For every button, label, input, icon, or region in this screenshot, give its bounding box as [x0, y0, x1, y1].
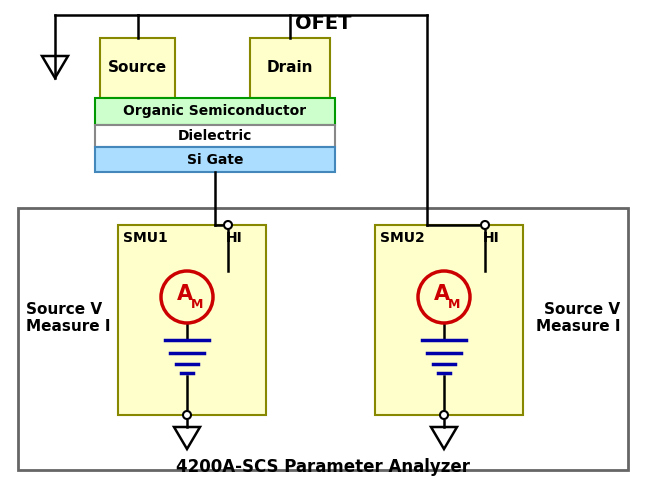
- Text: HI: HI: [226, 231, 243, 245]
- Text: 4200A-SCS Parameter Analyzer: 4200A-SCS Parameter Analyzer: [176, 458, 470, 476]
- Text: Source V
Measure I: Source V Measure I: [535, 302, 620, 334]
- FancyBboxPatch shape: [118, 225, 266, 415]
- FancyBboxPatch shape: [250, 38, 330, 98]
- Text: OFET: OFET: [295, 14, 352, 33]
- Text: A: A: [177, 284, 193, 304]
- Circle shape: [481, 221, 489, 229]
- Text: Source V
Measure I: Source V Measure I: [26, 302, 110, 334]
- Text: SMU2: SMU2: [380, 231, 425, 245]
- FancyBboxPatch shape: [375, 225, 523, 415]
- FancyBboxPatch shape: [95, 147, 335, 172]
- Text: Organic Semiconductor: Organic Semiconductor: [123, 105, 306, 119]
- Circle shape: [440, 411, 448, 419]
- FancyBboxPatch shape: [18, 208, 628, 470]
- Text: M: M: [191, 298, 203, 312]
- FancyBboxPatch shape: [95, 98, 335, 125]
- Text: Source: Source: [108, 60, 167, 76]
- Circle shape: [183, 411, 191, 419]
- Text: Si Gate: Si Gate: [187, 153, 243, 166]
- Text: Drain: Drain: [267, 60, 313, 76]
- FancyBboxPatch shape: [95, 125, 335, 147]
- Text: M: M: [448, 298, 460, 312]
- FancyBboxPatch shape: [100, 38, 175, 98]
- Text: HI: HI: [483, 231, 500, 245]
- Text: A: A: [434, 284, 450, 304]
- Circle shape: [224, 221, 232, 229]
- Text: Dielectric: Dielectric: [178, 129, 252, 143]
- Text: SMU1: SMU1: [123, 231, 168, 245]
